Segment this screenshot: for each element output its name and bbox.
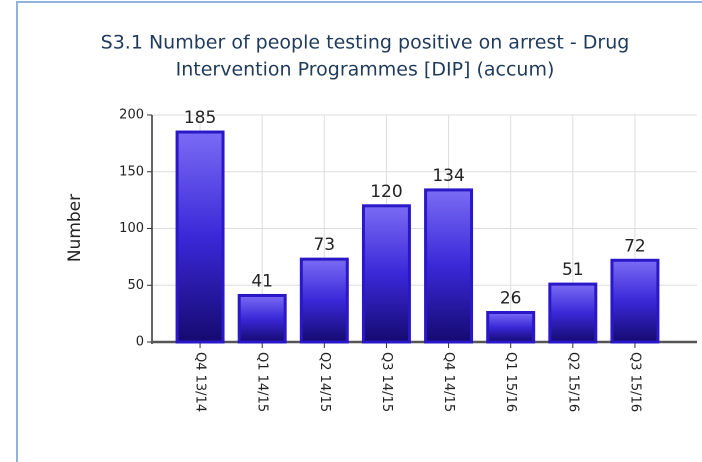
x-tick-label: Q1 14/15	[255, 352, 270, 412]
y-tick-label: 0	[136, 335, 144, 350]
x-tick-label: Q2 14/15	[317, 352, 332, 412]
value-label: 134	[432, 166, 464, 186]
bar	[486, 310, 536, 344]
x-tick-label: Q4 13/14	[193, 352, 208, 412]
x-tick-label: Q2 15/16	[565, 352, 580, 412]
bar	[548, 282, 598, 344]
value-label: 185	[184, 108, 216, 128]
bar	[237, 293, 287, 344]
value-label: 51	[562, 260, 584, 280]
bar	[175, 130, 225, 344]
chart-title: S3.1 Number of people testing positive o…	[101, 32, 630, 54]
y-tick-label: 200	[119, 108, 144, 123]
value-label: 72	[624, 236, 646, 256]
value-label: 120	[370, 182, 402, 202]
chart-title: Intervention Programmes [DIP] (accum)	[176, 59, 555, 81]
x-tick-label: Q4 14/15	[441, 352, 456, 412]
x-tick-label: Q3 15/16	[627, 352, 642, 412]
bar	[424, 188, 474, 344]
x-tick-label: Q3 14/15	[379, 352, 394, 412]
bar	[299, 257, 349, 344]
x-tick-label: Q1 15/16	[503, 352, 518, 412]
y-tick-label: 50	[127, 278, 144, 293]
y-tick-label: 150	[119, 164, 144, 179]
bar	[610, 258, 660, 344]
value-label: 73	[313, 235, 335, 255]
y-axis-label: Number	[65, 194, 85, 262]
bar	[361, 204, 411, 344]
panel	[16, 1, 702, 462]
value-label: 26	[500, 288, 522, 308]
y-tick-label: 100	[119, 221, 144, 236]
value-label: 41	[251, 271, 273, 291]
